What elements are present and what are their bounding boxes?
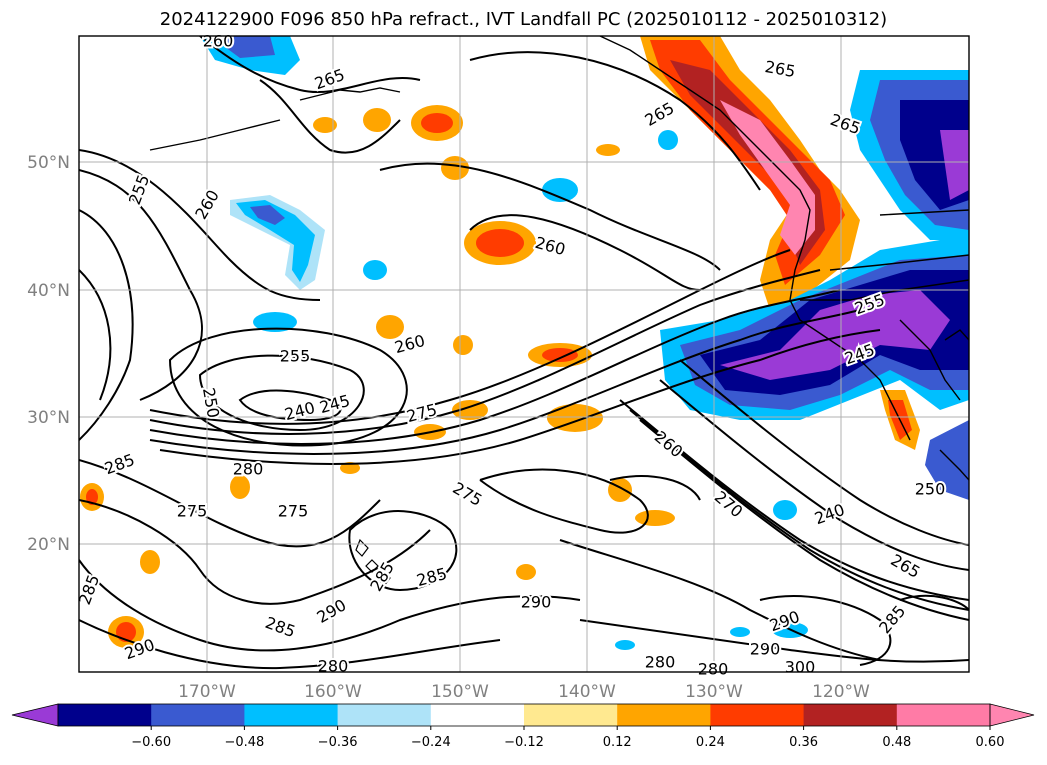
colorbar-segment [430,704,525,726]
contour-label: 275 [177,502,208,521]
colorbar-segment [337,704,432,726]
contour-label: 280 [645,653,676,672]
latitude-labels: 50°N 40°N 30°N 20°N [27,153,70,555]
colorbar-tick-label: 0.36 [789,735,818,750]
colorbar-segment [58,704,152,726]
contour-label: 280 [233,460,264,479]
lon-label: 160°W [304,682,362,702]
contour-label: 260 [203,32,234,51]
lat-label: 50°N [27,153,70,173]
colorbar-tick-label: −0.36 [318,735,358,750]
colorbar-tick-label: 0.48 [882,735,911,750]
colorbar [11,703,1035,727]
colorbar-segment [896,704,991,726]
contour-label: 300 [785,658,816,677]
contour-label: 255 [280,347,311,366]
longitude-labels: 170°W 160°W 150°W 140°W 130°W 120°W [178,682,870,702]
colorbar-segment [244,704,339,726]
colorbar-tick-label: 0.60 [976,735,1005,750]
islands [355,538,391,587]
lat-label: 40°N [27,281,70,301]
colorbar-tick-label: −0.24 [411,735,451,750]
map-frame [78,35,970,673]
colorbar-tick-label: 0.24 [696,735,725,750]
lat-label: 20°N [27,535,70,555]
contour-label: 290 [521,593,552,612]
lon-label: 140°W [558,682,616,702]
colorbar-segment [151,704,245,726]
colorbar-tick-label: −0.60 [131,735,171,750]
contour-label: 290 [750,640,781,659]
colorbar-segment [617,704,711,726]
map-title: 2024122900 F096 850 hPa refract., IVT La… [159,9,888,30]
colorbar-segment [524,704,618,726]
graticule [79,36,969,672]
colorbar-tick-label: −0.48 [224,735,264,750]
contour-label: 250 [915,480,946,499]
lon-label: 170°W [178,682,236,702]
colorbar-segment [803,704,898,726]
contour-label: 280 [698,660,729,679]
colorbar-extend-high [989,703,1035,727]
colorbar-tick-labels: −0.60 −0.48 −0.36 −0.24 −0.12 0.12 0.24 0.36 0.4… [131,726,1004,750]
lon-label: 130°W [685,682,743,702]
lon-label: 120°W [812,682,870,702]
lat-label: 30°N [27,408,70,428]
colorbar-tick-label: 0.12 [603,735,632,750]
colorbar-tick-label: −0.12 [504,735,544,750]
colorbar-extend-low [11,703,59,727]
coastlines [149,36,969,481]
lon-label: 150°W [431,682,489,702]
contour-label: 275 [278,502,309,521]
colorbar-segment [710,704,805,726]
